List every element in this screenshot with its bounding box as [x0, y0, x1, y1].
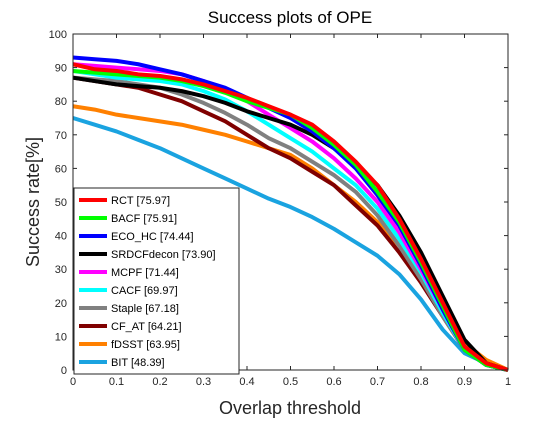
x-tick-label: 0.4 — [239, 376, 254, 388]
y-axis-title: Success rate[%] — [23, 137, 43, 267]
x-tick-label: 0.7 — [370, 376, 385, 388]
x-tick-label: 0.5 — [283, 376, 298, 388]
series-line-9 — [72, 116, 509, 372]
x-tick-label: 0.1 — [109, 376, 124, 388]
legend-label-5: CACF [69.97] — [111, 285, 178, 297]
x-tick-label: 0.8 — [413, 376, 428, 388]
x-axis-title: Overlap threshold — [219, 398, 361, 418]
series-line-3 — [72, 75, 509, 372]
legend: RCT [75.97] BACF [75.91] ECO_HC [74.44] SRD… — [73, 187, 240, 375]
y-tick-label: 70 — [55, 130, 67, 142]
y-tick-label: 60 — [55, 163, 67, 175]
y-tick-label: 20 — [55, 298, 67, 310]
legend-label-2: ECO_HC [74.44] — [111, 231, 194, 243]
y-tick-label: 30 — [55, 264, 67, 276]
legend-label-1: BACF [75.91] — [111, 213, 177, 225]
legend-label-7: CF_AT [64.21] — [111, 321, 182, 333]
y-tick-label: 90 — [55, 63, 67, 75]
y-tick-label: 40 — [55, 231, 67, 243]
y-tick-label: 10 — [55, 331, 67, 343]
y-tick-label: 80 — [55, 96, 67, 108]
series-line-0 — [72, 62, 509, 372]
legend-label-6: Staple [67.18] — [111, 303, 179, 315]
x-tick-label: 0.9 — [457, 376, 472, 388]
x-axis: 0 0.1 0.2 0.3 0.4 0.5 0.6 0.7 0.8 0.9 1 — [70, 34, 511, 388]
legend-label-4: MCPF [71.44] — [111, 267, 179, 279]
legend-label-3: SRDCFdecon [73.90] — [111, 249, 216, 261]
chart-title: Success plots of OPE — [208, 8, 372, 27]
legend-label-0: RCT [75.97] — [111, 195, 170, 207]
y-tick-label: 100 — [49, 29, 67, 41]
y-tick-label: 0 — [61, 365, 67, 377]
x-tick-label: 0.6 — [326, 376, 341, 388]
x-tick-label: 1 — [505, 376, 511, 388]
series-layer — [72, 55, 509, 372]
x-tick-label: 0 — [70, 376, 76, 388]
y-tick-label: 50 — [55, 197, 67, 209]
y-axis: 0 10 20 30 40 50 60 70 80 90 100 — [49, 29, 508, 377]
legend-label-8: fDSST [63.95] — [111, 339, 180, 351]
plot-area: 0 0.1 0.2 0.3 0.4 0.5 0.6 0.7 0.8 0.9 1 0 10 20 30 40 5… — [49, 29, 511, 388]
x-tick-label: 0.2 — [152, 376, 167, 388]
legend-label-9: BIT [48.39] — [111, 357, 165, 369]
x-tick-label: 0.3 — [196, 376, 211, 388]
